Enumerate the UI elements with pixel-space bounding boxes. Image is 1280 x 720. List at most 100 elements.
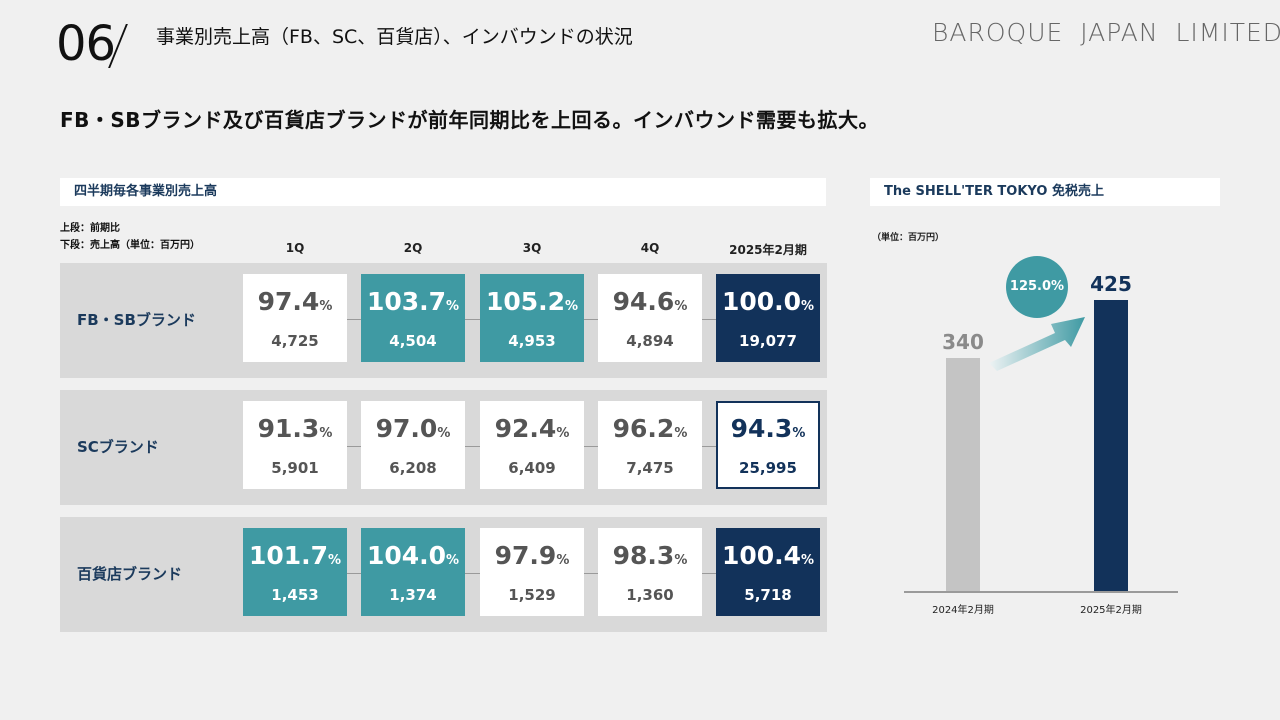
yoy-ratio-value: 94.3: [730, 414, 793, 443]
yoy-ratio: 91.3%: [243, 413, 347, 450]
yoy-ratio: 104.0%: [361, 540, 465, 577]
yoy-ratio: 97.9%: [480, 540, 584, 577]
sales-cell: 105.2% 4,953: [480, 274, 584, 362]
sales-cell: 91.3% 5,901: [243, 401, 347, 489]
percent-unit: %: [437, 426, 451, 441]
yoy-ratio-value: 98.3: [612, 541, 675, 570]
yoy-ratio: 105.2%: [480, 286, 584, 323]
percent-unit: %: [801, 299, 815, 314]
row-label: FB・SBブランド: [77, 311, 196, 329]
sales-amount: 7,475: [626, 459, 674, 477]
percent-unit: %: [674, 426, 688, 441]
percent-unit: %: [556, 553, 570, 568]
percent-unit: %: [319, 299, 333, 314]
sales-cell: 100.0% 19,077: [716, 274, 820, 362]
percent-unit: %: [446, 553, 460, 568]
yoy-ratio: 100.0%: [716, 286, 820, 323]
yoy-ratio-value: 103.7: [366, 287, 447, 316]
sales-amount: 4,504: [389, 332, 437, 350]
sales-cell: 98.3% 1,360: [598, 528, 702, 616]
sales-amount: 1,453: [271, 586, 319, 604]
slide-headline: FB・SBブランド及び百貨店ブランドが前年同期比を上回る。インバウンド需要も拡大…: [60, 108, 880, 132]
yoy-ratio: 97.0%: [361, 413, 465, 450]
yoy-ratio-value: 105.2: [485, 287, 566, 316]
column-header: 3Q: [522, 241, 542, 255]
quarterly-sales-panel-title: 四半期毎各事業別売上高: [60, 178, 826, 206]
sales-cell: 96.2% 7,475: [598, 401, 702, 489]
yoy-ratio-value: 100.4: [721, 541, 802, 570]
yoy-ratio-value: 92.4: [494, 414, 557, 443]
chart-baseline: [904, 591, 1178, 593]
sales-cell: 97.9% 1,529: [480, 528, 584, 616]
percent-unit: %: [328, 553, 342, 568]
sales-cell: 100.4% 5,718: [716, 528, 820, 616]
yoy-ratio: 92.4%: [480, 413, 584, 450]
x-axis-tick-label: 2025年2月期: [1080, 605, 1142, 616]
percent-unit: %: [446, 299, 460, 314]
percent-unit: %: [674, 299, 688, 314]
sales-cell: 104.0% 1,374: [361, 528, 465, 616]
legend-upper: 上段：前期比: [60, 223, 120, 234]
percent-unit: %: [565, 299, 579, 314]
legend-lower: 下段：売上高（単位：百万円）: [60, 240, 200, 251]
bar-value-label: 425: [1090, 272, 1132, 296]
sales-amount: 1,360: [626, 586, 674, 604]
chart-bar: [1094, 300, 1128, 591]
sales-cell: 94.6% 4,894: [598, 274, 702, 362]
yoy-ratio-value: 91.3: [257, 414, 320, 443]
yoy-ratio-value: 96.2: [612, 414, 675, 443]
yoy-ratio: 94.6%: [598, 286, 702, 323]
percent-unit: %: [674, 553, 688, 568]
sales-cell: 97.4% 4,725: [243, 274, 347, 362]
yoy-ratio: 94.3%: [718, 413, 818, 450]
sales-cell: 103.7% 4,504: [361, 274, 465, 362]
yoy-ratio-value: 94.6: [612, 287, 675, 316]
sales-amount: 5,901: [271, 459, 319, 477]
yoy-ratio-value: 97.0: [375, 414, 438, 443]
yoy-ratio-value: 97.4: [257, 287, 320, 316]
percent-unit: %: [801, 553, 815, 568]
percent-unit: %: [319, 426, 333, 441]
bar-value-label: 340: [942, 330, 984, 354]
percent-unit: %: [792, 426, 806, 441]
row-label: SCブランド: [77, 438, 159, 456]
yoy-ratio: 98.3%: [598, 540, 702, 577]
sales-amount: 1,374: [389, 586, 437, 604]
growth-arrow-icon: [989, 317, 1085, 371]
sales-amount: 4,953: [508, 332, 556, 350]
yoy-ratio-value: 104.0: [366, 541, 447, 570]
column-header: 1Q: [285, 241, 305, 255]
sales-amount: 6,409: [508, 459, 556, 477]
sales-cell: 94.3% 25,995: [716, 401, 820, 489]
sales-amount: 5,718: [744, 586, 792, 604]
sales-amount: 4,725: [271, 332, 319, 350]
sales-amount: 25,995: [739, 459, 797, 477]
column-header: 2025年2月期: [729, 243, 807, 257]
yoy-ratio: 97.4%: [243, 286, 347, 323]
yoy-ratio-value: 97.9: [494, 541, 557, 570]
chart-bar: [946, 358, 980, 591]
column-header: 4Q: [640, 241, 660, 255]
sales-cell: 92.4% 6,409: [480, 401, 584, 489]
growth-rate-badge: 125.0%: [1006, 256, 1068, 318]
x-axis-tick-label: 2024年2月期: [932, 605, 994, 616]
sales-cell: 101.7% 1,453: [243, 528, 347, 616]
sales-amount: 1,529: [508, 586, 556, 604]
sales-amount: 4,894: [626, 332, 674, 350]
chart-unit-label: （単位：百万円）: [872, 233, 945, 243]
row-label: 百貨店ブランド: [77, 565, 183, 583]
yoy-ratio: 103.7%: [361, 286, 465, 323]
taxfree-sales-panel-title: The SHELL'TER TOKYO 免税売上: [870, 178, 1220, 206]
yoy-ratio: 100.4%: [716, 540, 820, 577]
sales-amount: 19,077: [739, 332, 797, 350]
page-title: 事業別売上高（FB、SC、百貨店）、インバウンドの状況: [156, 26, 633, 48]
percent-unit: %: [556, 426, 570, 441]
column-header: 2Q: [403, 241, 423, 255]
yoy-ratio: 96.2%: [598, 413, 702, 450]
company-logo: BAROQUE JAPAN LIMITED: [932, 18, 1280, 47]
yoy-ratio: 101.7%: [243, 540, 347, 577]
page-number: 06: [56, 16, 116, 72]
yoy-ratio-value: 100.0: [721, 287, 802, 316]
sales-amount: 6,208: [389, 459, 437, 477]
yoy-ratio-value: 101.7: [248, 541, 329, 570]
